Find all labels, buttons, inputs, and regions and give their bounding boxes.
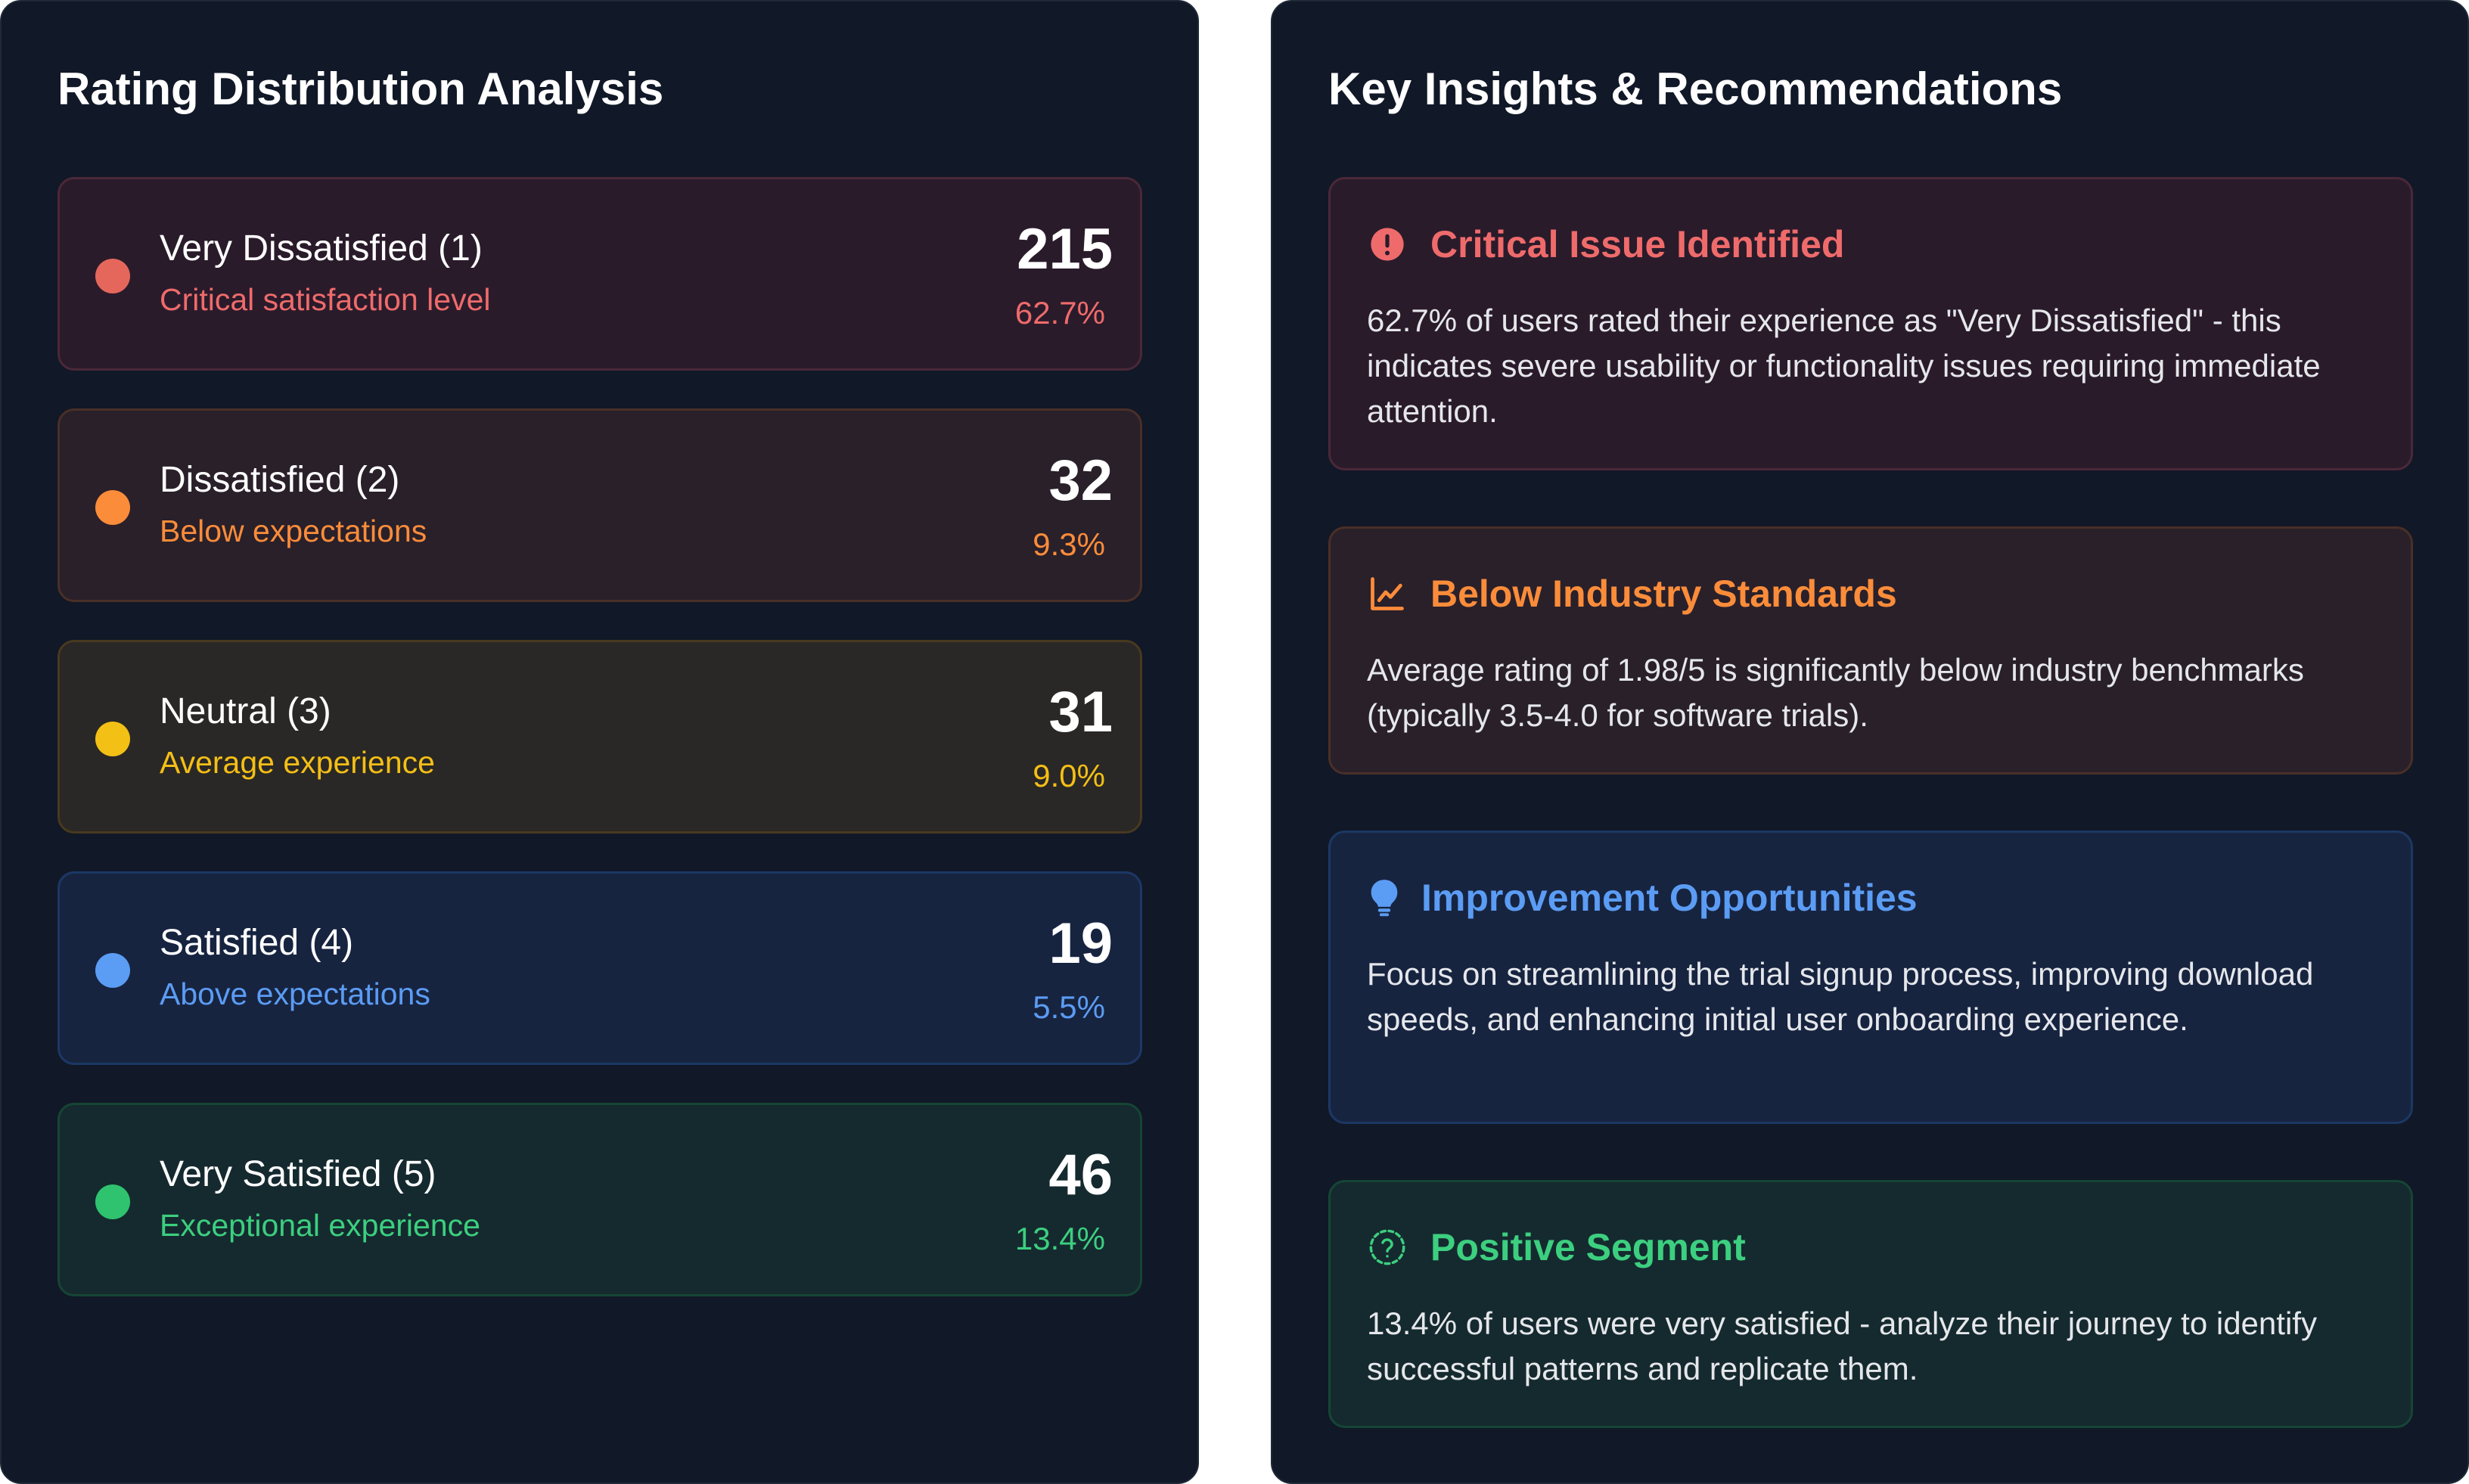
key-insights-title: Key Insights & Recommendations	[1328, 64, 2063, 114]
rating-dot-very-dissatisfied	[95, 259, 130, 293]
insight-body: 62.7% of users rated their experience as…	[1367, 303, 2321, 429]
question-circle-icon	[1368, 1228, 1407, 1267]
rating-distribution-title: Rating Distribution Analysis	[57, 64, 664, 114]
rating-dot-satisfied	[95, 953, 130, 988]
rating-distribution-panel: Rating Distribution Analysis Very Dissat…	[0, 0, 1199, 1484]
key-insights-panel: Key Insights & Recommendations Critical …	[1271, 0, 2469, 1484]
rating-percent: 13.4%	[1014, 1221, 1105, 1256]
rating-card-neutral: Neutral (3) Average experience 31 9.0%	[57, 640, 1142, 834]
rating-percent: 62.7%	[1014, 295, 1105, 331]
rating-label: Dissatisfied (2)	[160, 460, 400, 500]
insight-card-critical: Critical Issue Identified 62.7% of users…	[1328, 177, 2413, 470]
rating-label: Satisfied (4)	[160, 923, 354, 963]
rating-label: Neutral (3)	[160, 691, 331, 731]
rating-card-very-satisfied: Very Satisfied (5) Exceptional experienc…	[57, 1103, 1142, 1296]
insight-title: Positive Segment	[1430, 1226, 1746, 1268]
rating-dot-dissatisfied	[95, 490, 130, 525]
insight-title: Improvement Opportunities	[1421, 877, 1918, 919]
rating-label: Very Satisfied (5)	[160, 1154, 436, 1194]
rating-description: Above expectations	[160, 976, 430, 1011]
rating-count: 32	[1048, 449, 1113, 513]
insight-body: 13.4% of users were very satisfied - ana…	[1367, 1305, 2317, 1386]
rating-label: Very Dissatisfied (1)	[160, 228, 483, 269]
insight-title: Critical Issue Identified	[1430, 223, 1845, 265]
rating-count: 19	[1048, 911, 1113, 976]
exclamation-circle-icon	[1368, 225, 1407, 264]
lightbulb-icon	[1368, 878, 1401, 917]
insight-card-positive-segment: Positive Segment 13.4% of users were ver…	[1328, 1180, 2413, 1428]
rating-percent: 9.3%	[1033, 526, 1105, 562]
rating-count: 46	[1048, 1143, 1113, 1207]
rating-card-dissatisfied: Dissatisfied (2) Below expectations 32 9…	[57, 408, 1142, 602]
rating-card-satisfied: Satisfied (4) Above expectations 19 5.5%	[57, 871, 1142, 1065]
insight-body: Average rating of 1.98/5 is significantl…	[1367, 652, 2304, 733]
rating-dot-very-satisfied	[95, 1184, 130, 1219]
insight-title: Below Industry Standards	[1430, 573, 1897, 615]
rating-description: Critical satisfaction level	[160, 282, 491, 317]
rating-card-very-dissatisfied: Very Dissatisfied (1) Critical satisfact…	[57, 177, 1142, 371]
rating-count: 215	[1017, 217, 1113, 281]
insight-card-industry-standards: Below Industry Standards Average rating …	[1328, 526, 2413, 775]
insight-card-improvement: Improvement Opportunities Focus on strea…	[1328, 830, 2413, 1124]
rating-description: Average experience	[160, 745, 435, 780]
rating-dot-neutral	[95, 722, 130, 756]
insight-body: Focus on streamlining the trial signup p…	[1367, 956, 2314, 1037]
rating-count: 31	[1048, 680, 1113, 744]
rating-description: Exceptional experience	[160, 1208, 480, 1243]
trend-chart-icon	[1368, 574, 1407, 613]
rating-percent: 5.5%	[1033, 989, 1105, 1025]
rating-description: Below expectations	[160, 514, 427, 548]
rating-percent: 9.0%	[1033, 758, 1105, 793]
